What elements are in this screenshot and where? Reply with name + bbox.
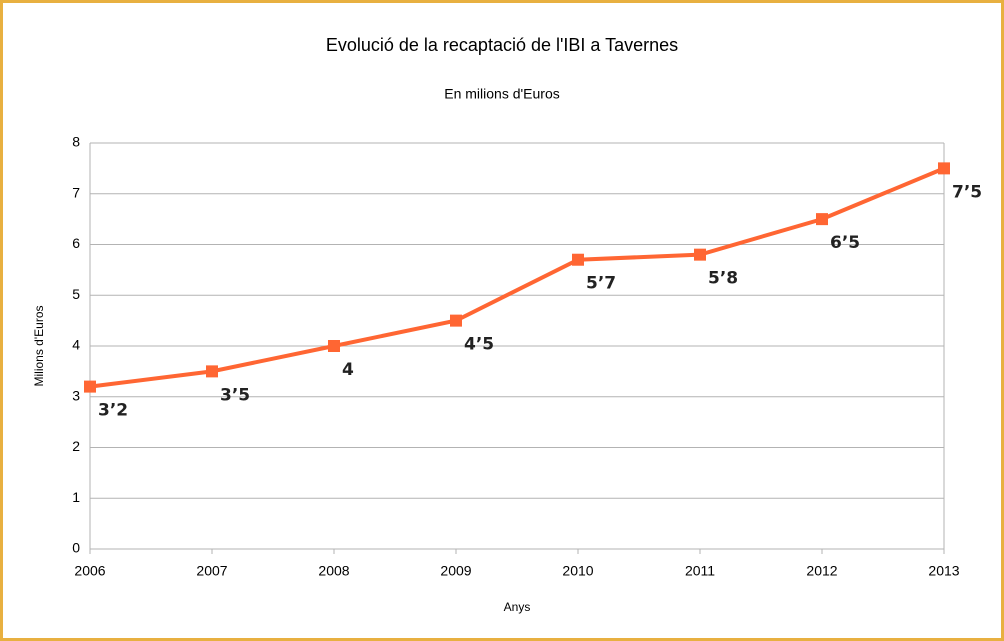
data-label: 3’2	[98, 401, 128, 421]
x-tick-label: 2011	[685, 563, 715, 579]
data-point	[816, 213, 828, 226]
chart-subtitle: En milions d'Euros	[444, 86, 560, 102]
data-point	[450, 314, 462, 327]
data-label: 6’5	[830, 233, 860, 253]
data-point	[938, 162, 950, 175]
data-point	[694, 248, 706, 261]
data-label: 5’8	[708, 269, 738, 289]
x-tick-label: 2007	[196, 563, 227, 579]
data-label: 4’5	[464, 335, 494, 355]
x-tick-label: 2006	[74, 563, 105, 579]
data-label: 3’5	[220, 385, 250, 405]
data-point	[572, 253, 584, 266]
line-series	[89, 166, 945, 389]
y-axis-label: Milions d'Euros	[32, 306, 46, 387]
data-point	[328, 340, 340, 352]
y-tick-label: 8	[72, 134, 80, 150]
data-point	[84, 380, 96, 393]
data-label: 4	[342, 360, 354, 380]
x-tick-label: 2008	[318, 563, 349, 579]
x-tick-label: 2010	[562, 563, 593, 579]
x-tick-label: 2013	[928, 563, 959, 579]
y-tick-label: 4	[72, 337, 80, 353]
data-label: 5’7	[586, 274, 616, 294]
x-tick-label: 2012	[806, 563, 837, 579]
y-tick-label: 3	[72, 387, 80, 403]
chart-title: Evolució de la recaptació de l'IBI a Tav…	[326, 35, 678, 55]
y-tick-label: 2	[72, 438, 80, 454]
y-tick-label: 7	[72, 184, 80, 200]
data-label: 7’5	[952, 182, 982, 202]
x-axis-label: Anys	[504, 600, 531, 614]
data-point	[206, 365, 218, 378]
y-tick-label: 5	[72, 286, 80, 302]
y-tick-label: 6	[72, 235, 80, 251]
x-tick-label: 2009	[440, 563, 471, 579]
y-tick-label: 1	[72, 489, 80, 505]
y-tick-label: 0	[72, 540, 80, 556]
